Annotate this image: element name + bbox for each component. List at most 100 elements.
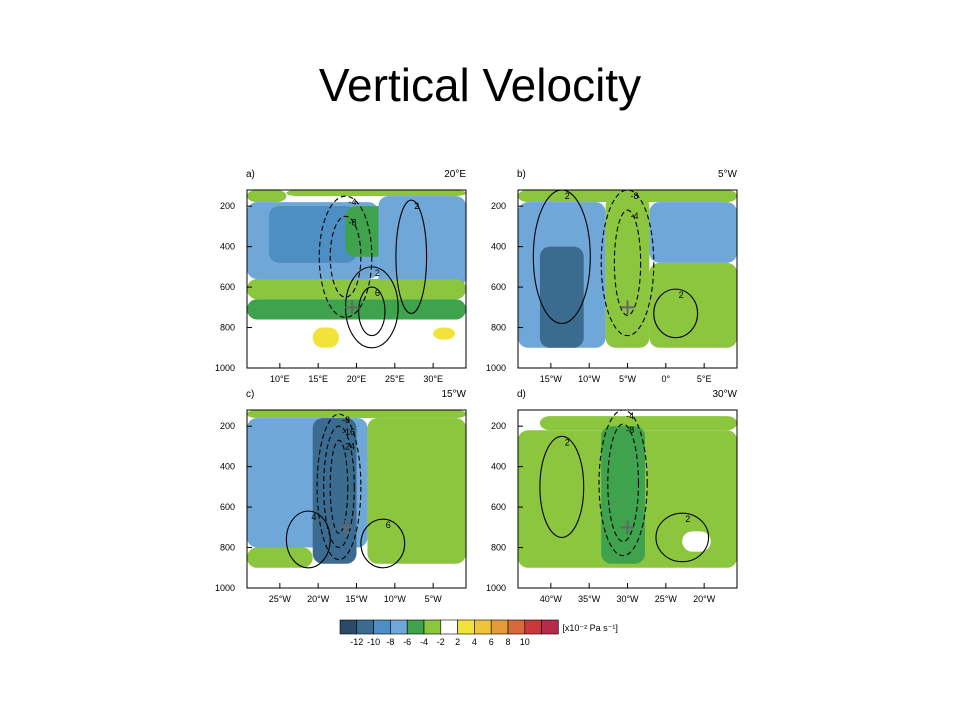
colorbar-tick-label: 10 — [520, 637, 530, 647]
colorbar-box — [339, 619, 358, 635]
y-tick-label: 200 — [220, 421, 235, 431]
x-tick-label: 25°W — [269, 594, 292, 604]
contour-label: -24 — [342, 441, 355, 451]
x-tick-label: 15°E — [308, 374, 328, 384]
section-label: 30°W — [712, 389, 737, 400]
contour-line — [329, 215, 362, 298]
shading-region — [312, 327, 339, 348]
contour-label: 2 — [685, 514, 690, 524]
y-tick-label: 800 — [491, 323, 506, 333]
shading-region — [682, 531, 711, 552]
contour-label: -4 — [626, 411, 634, 421]
contour-line — [539, 435, 585, 538]
colorbar-box — [390, 619, 408, 635]
contour-line — [318, 195, 373, 318]
colorbar-tick-label: 4 — [472, 637, 477, 647]
panel-plot-area: -4 -8 2 6 2 — [247, 190, 466, 368]
panel-label: b) — [517, 169, 526, 180]
contour-label: 2 — [414, 201, 419, 211]
slide-title: Vertical Velocity — [318, 59, 642, 111]
shading-region — [649, 202, 737, 263]
shading-region — [247, 547, 313, 568]
x-tick-label: 15°W — [540, 374, 563, 384]
y-tick-label: 400 — [220, 242, 235, 252]
contour-line — [598, 410, 648, 557]
y-tick-label: 400 — [220, 462, 235, 472]
contour-label: 6 — [375, 288, 380, 298]
shading-region — [605, 196, 650, 348]
shading-region — [312, 418, 357, 564]
x-tick-label: 15°W — [345, 594, 368, 604]
x-tick-label: 5°E — [697, 374, 712, 384]
x-tick-label: 30°W — [616, 594, 639, 604]
contour-label: 2 — [375, 268, 380, 278]
contour-label: 6 — [386, 520, 391, 530]
x-tick-label: 30°E — [423, 374, 443, 384]
contour-line — [655, 512, 710, 563]
colorbar-box — [423, 619, 442, 635]
x-tick-label: 10°W — [578, 374, 601, 384]
colorbar-tick-label: -8 — [386, 637, 394, 647]
chart-panel-c: -8 -16 -24 6 4 c) 15°W 200 400 600 800 1000 25°W 20°W… — [215, 389, 467, 604]
contour-line — [395, 199, 428, 314]
contour-label: 2 — [565, 191, 570, 201]
contour-label: -8 — [626, 425, 634, 435]
contour-label: -4 — [631, 211, 639, 221]
contour-label: -8 — [631, 191, 639, 201]
y-tick-label: 600 — [491, 502, 506, 512]
contour-line — [329, 439, 349, 534]
x-tick-label: 35°W — [578, 594, 601, 604]
y-tick-label: 800 — [220, 543, 235, 553]
x-tick-label: 10°E — [270, 374, 290, 384]
colorbar-box — [440, 619, 458, 635]
x-tick-label: 0° — [662, 374, 671, 384]
section-label: 20°E — [444, 169, 466, 180]
panel-label: d) — [517, 389, 526, 400]
y-tick-label: 1000 — [486, 583, 506, 593]
x-tick-label: 20°W — [307, 594, 330, 604]
chart-panel-d: -4 -8 2 2 d) 30°W 200 400 600 800 1000 40°W 35°W 30°W… — [486, 389, 738, 604]
shading-region — [367, 418, 466, 564]
contour-line — [285, 510, 331, 569]
y-tick-label: 400 — [491, 462, 506, 472]
y-tick-label: 200 — [220, 201, 235, 211]
contour-label: -4 — [349, 197, 357, 207]
x-tick-label: 25°E — [385, 374, 405, 384]
section-label: 15°W — [441, 389, 466, 400]
panel-plot-area: -4 -8 2 2 — [518, 410, 737, 588]
panel-plot-area: -8 -16 -24 6 4 — [247, 410, 466, 588]
shading-region — [286, 190, 466, 197]
colorbar-units: [x10⁻² Pa s⁻¹] — [562, 623, 618, 633]
colorbar-tick-label: -2 — [437, 637, 445, 647]
contour-line — [316, 413, 362, 561]
colorbar-tick-label: 8 — [505, 637, 510, 647]
section-label: 5°W — [718, 169, 738, 180]
x-tick-label: 5°W — [425, 594, 443, 604]
y-tick-label: 400 — [491, 242, 506, 252]
y-tick-label: 200 — [491, 201, 506, 211]
colorbar-box — [524, 619, 542, 635]
contour-line — [532, 190, 591, 325]
x-tick-label: 20°E — [347, 374, 367, 384]
shading-region — [433, 327, 456, 340]
colorbar-tick-label: -10 — [367, 637, 380, 647]
colorbar-tick-label: 2 — [455, 637, 460, 647]
x-tick-label: 5°W — [619, 374, 637, 384]
y-tick-label: 1000 — [215, 583, 235, 593]
shading-region — [649, 262, 737, 348]
y-tick-label: 600 — [220, 502, 235, 512]
x-tick-label: 10°W — [384, 594, 407, 604]
colorbar: -12 -10 -8 -6 -4 -2 2 4 6 8 10 [x10⁻² Pa s⁻¹] — [339, 619, 618, 647]
shading-region — [601, 426, 646, 564]
x-tick-label: 20°W — [693, 594, 716, 604]
contour-line — [358, 286, 386, 337]
y-tick-label: 800 — [491, 543, 506, 553]
contour-line — [607, 423, 639, 543]
contour-label: -16 — [342, 427, 355, 437]
contour-label: 2 — [565, 437, 570, 447]
colorbar-tick-label: 6 — [489, 637, 494, 647]
colorbar-box — [474, 619, 492, 635]
panel-label: a) — [246, 169, 255, 180]
y-tick-label: 600 — [220, 282, 235, 292]
